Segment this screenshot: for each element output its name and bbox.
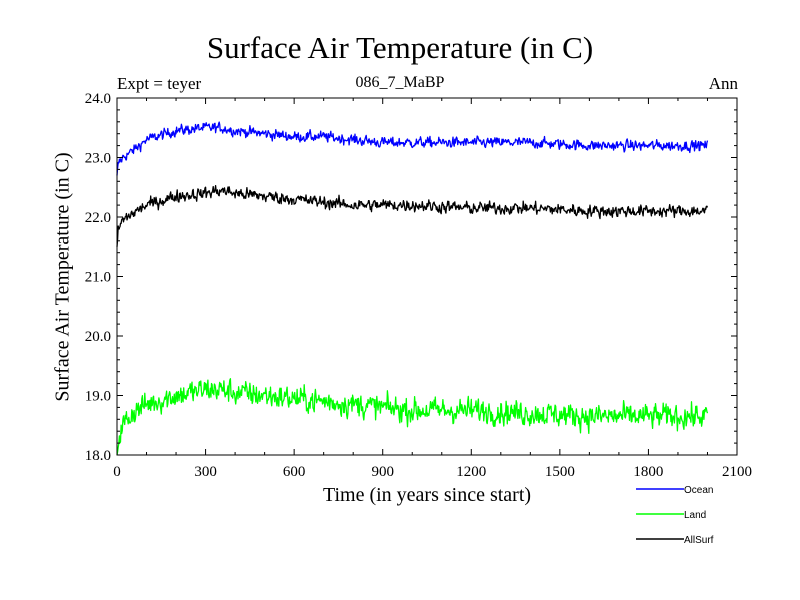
y-tick-label: 20.0 (85, 329, 111, 345)
y-tick-label: 22.0 (85, 210, 111, 226)
x-tick-label: 1200 (456, 464, 486, 480)
y-tick-label: 18.0 (85, 448, 111, 464)
y-tick-label: 23.0 (85, 151, 111, 167)
legend-label-land: Land (684, 510, 706, 521)
experiment-label: Expt = teyer (117, 74, 202, 93)
x-tick-label: 1800 (633, 464, 663, 480)
y-tick-label: 19.0 (85, 389, 111, 405)
x-tick-label: 1500 (545, 464, 575, 480)
legend: Ocean Land AllSurf (636, 485, 714, 546)
x-axis-label: Time (in years since start) (322, 484, 532, 506)
tick-layer: 0 300 600 900 1200 1500 1800 2100 18.0 19.0 20.0 21… (85, 91, 752, 480)
series-line-land (116, 378, 709, 456)
y-tick-label: 21.0 (85, 270, 111, 286)
series-layer (116, 121, 709, 456)
series-line-allsurf (116, 185, 709, 247)
legend-label-allsurf: AllSurf (684, 535, 714, 546)
chart-subtitle: 086_7_MaBP (355, 74, 445, 91)
x-tick-label: 300 (194, 464, 217, 480)
plot-frame (116, 97, 738, 456)
y-axis-label: Surface Air Temperature (in C) (51, 152, 74, 402)
x-tick-label: 600 (283, 464, 306, 480)
series-line-ocean (116, 121, 709, 176)
chart-title: Surface Air Temperature (in C) (206, 30, 594, 65)
x-tick-label: 900 (371, 464, 394, 480)
season-label: Ann (708, 74, 738, 93)
legend-label-ocean: Ocean (684, 485, 713, 496)
x-tick-label: 2100 (722, 464, 752, 480)
x-tick-label: 0 (113, 464, 121, 480)
y-tick-label: 24.0 (85, 91, 111, 107)
